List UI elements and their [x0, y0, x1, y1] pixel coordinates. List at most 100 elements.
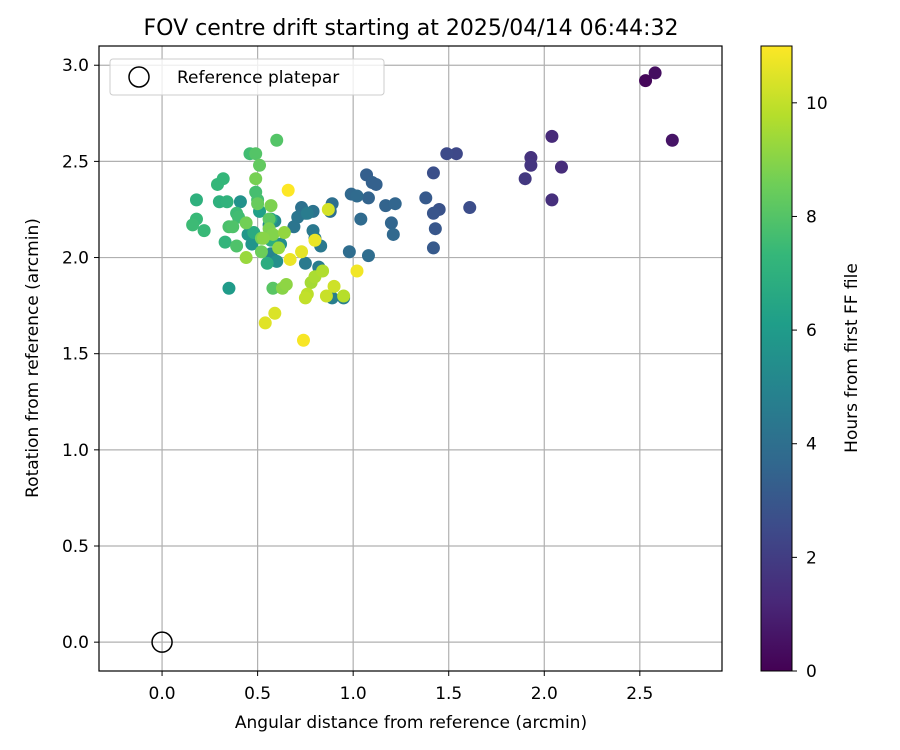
scatter-point	[384, 216, 398, 230]
scatter-point	[264, 199, 278, 213]
scatter-point	[253, 158, 267, 172]
scatter-point	[327, 279, 341, 293]
y-tick-label: 1.0	[62, 441, 89, 461]
scatter-point	[262, 212, 276, 226]
scatter-point	[648, 66, 662, 80]
scatter-point	[287, 220, 301, 234]
scatter-point	[189, 193, 203, 207]
x-tick-label: 1.5	[435, 684, 462, 704]
y-tick-label: 3.0	[62, 56, 89, 76]
scatter-point	[283, 252, 297, 266]
scatter-point	[337, 289, 351, 303]
scatter-point	[300, 206, 314, 220]
colorbar-tick-label: 4	[806, 435, 817, 455]
scatter-point	[186, 218, 200, 232]
scatter-point	[449, 147, 463, 161]
scatter-point	[319, 289, 333, 303]
scatter-point	[277, 226, 291, 240]
scatter-point	[426, 206, 440, 220]
scatter-point	[239, 216, 253, 230]
scatter-point	[354, 212, 368, 226]
scatter-point	[218, 235, 232, 249]
legend-box	[109, 58, 385, 96]
scatter-point	[298, 291, 312, 305]
scatter-point	[281, 183, 295, 197]
grid-lines	[99, 46, 722, 671]
reference-point-marker	[151, 631, 173, 653]
scatter-point	[524, 158, 538, 172]
plot-frame	[98, 45, 723, 672]
scatter-point	[428, 222, 442, 236]
x-tick-label: 1.0	[340, 684, 367, 704]
scatter-point	[321, 202, 335, 216]
scatter-point	[251, 197, 265, 211]
scatter-point	[220, 195, 234, 209]
colorbar-ticks: 0 2 4 6 8 10	[792, 94, 828, 682]
scatter-point	[316, 264, 330, 278]
scatter-point	[350, 189, 364, 203]
scatter-point	[342, 245, 356, 259]
scatter-point	[554, 160, 568, 174]
scatter-point	[426, 166, 440, 180]
legend: Reference platepar	[109, 58, 385, 96]
scatter-point	[254, 245, 268, 259]
scatter-point	[518, 172, 532, 186]
scatter-point	[256, 231, 270, 245]
scatter-point	[260, 256, 274, 270]
scatter-point	[639, 74, 653, 88]
colorbar-tick-label: 0	[806, 662, 817, 682]
scatter-point	[426, 241, 440, 255]
scatter-point	[386, 227, 400, 241]
scatter-point	[249, 172, 263, 186]
scatter-point	[239, 251, 253, 265]
scatter-point	[440, 147, 454, 161]
x-tick-label: 2.0	[531, 684, 558, 704]
legend-marker	[128, 66, 150, 88]
y-tick-label: 2.5	[62, 152, 89, 172]
y-axis-label: Rotation from reference (arcmin)	[23, 218, 43, 498]
scatter-point	[249, 147, 263, 161]
chart-title: FOV centre drift starting at 2025/04/14 …	[144, 16, 679, 41]
x-axis-ticks: 0.0 0.5 1.0 1.5 2.0 2.5	[149, 671, 653, 704]
scatter-point	[279, 277, 293, 291]
colorbar-tick-label: 6	[806, 321, 817, 341]
scatter-point	[295, 245, 309, 259]
scatter-point	[419, 191, 433, 205]
scatter-point	[266, 281, 280, 295]
y-tick-label: 0.5	[62, 537, 89, 557]
x-axis-label: Angular distance from reference (arcmin)	[235, 713, 587, 733]
y-axis-ticks: 0.0 0.5 1.0 1.5 2.0 2.5 3.0	[62, 56, 99, 653]
scatter-point	[665, 133, 679, 147]
scatter-point	[298, 256, 312, 270]
colorbar-tick-label: 2	[806, 548, 817, 568]
scatter-point	[230, 239, 244, 253]
x-tick-label: 2.5	[626, 684, 653, 704]
x-tick-label: 0.0	[149, 684, 176, 704]
scatter-point	[268, 306, 282, 320]
scatter-point	[545, 193, 559, 207]
scatter-point	[308, 233, 322, 247]
scatter-point	[463, 201, 477, 215]
scatter-points	[186, 66, 679, 347]
scatter-point	[233, 195, 247, 209]
scatter-point	[388, 197, 402, 211]
scatter-point	[545, 129, 559, 143]
colorbar-label: Hours from first FF file	[842, 263, 862, 453]
x-tick-label: 0.5	[244, 684, 271, 704]
y-tick-label: 0.0	[62, 633, 89, 653]
scatter-point	[270, 133, 284, 147]
scatter-point	[369, 177, 383, 191]
y-tick-label: 2.0	[62, 249, 89, 269]
scatter-point	[226, 220, 240, 234]
colorbar	[760, 45, 793, 672]
scatter-point	[222, 281, 236, 295]
colorbar-tick-label: 10	[806, 94, 828, 114]
legend-entry-reference-platepar: Reference platepar	[177, 68, 339, 88]
scatter-point	[197, 224, 211, 238]
scatter-point	[361, 249, 375, 263]
scatter-point	[272, 241, 286, 255]
colorbar-tick-label: 8	[806, 207, 817, 227]
scatter-point	[296, 333, 310, 347]
scatter-point	[216, 172, 230, 186]
